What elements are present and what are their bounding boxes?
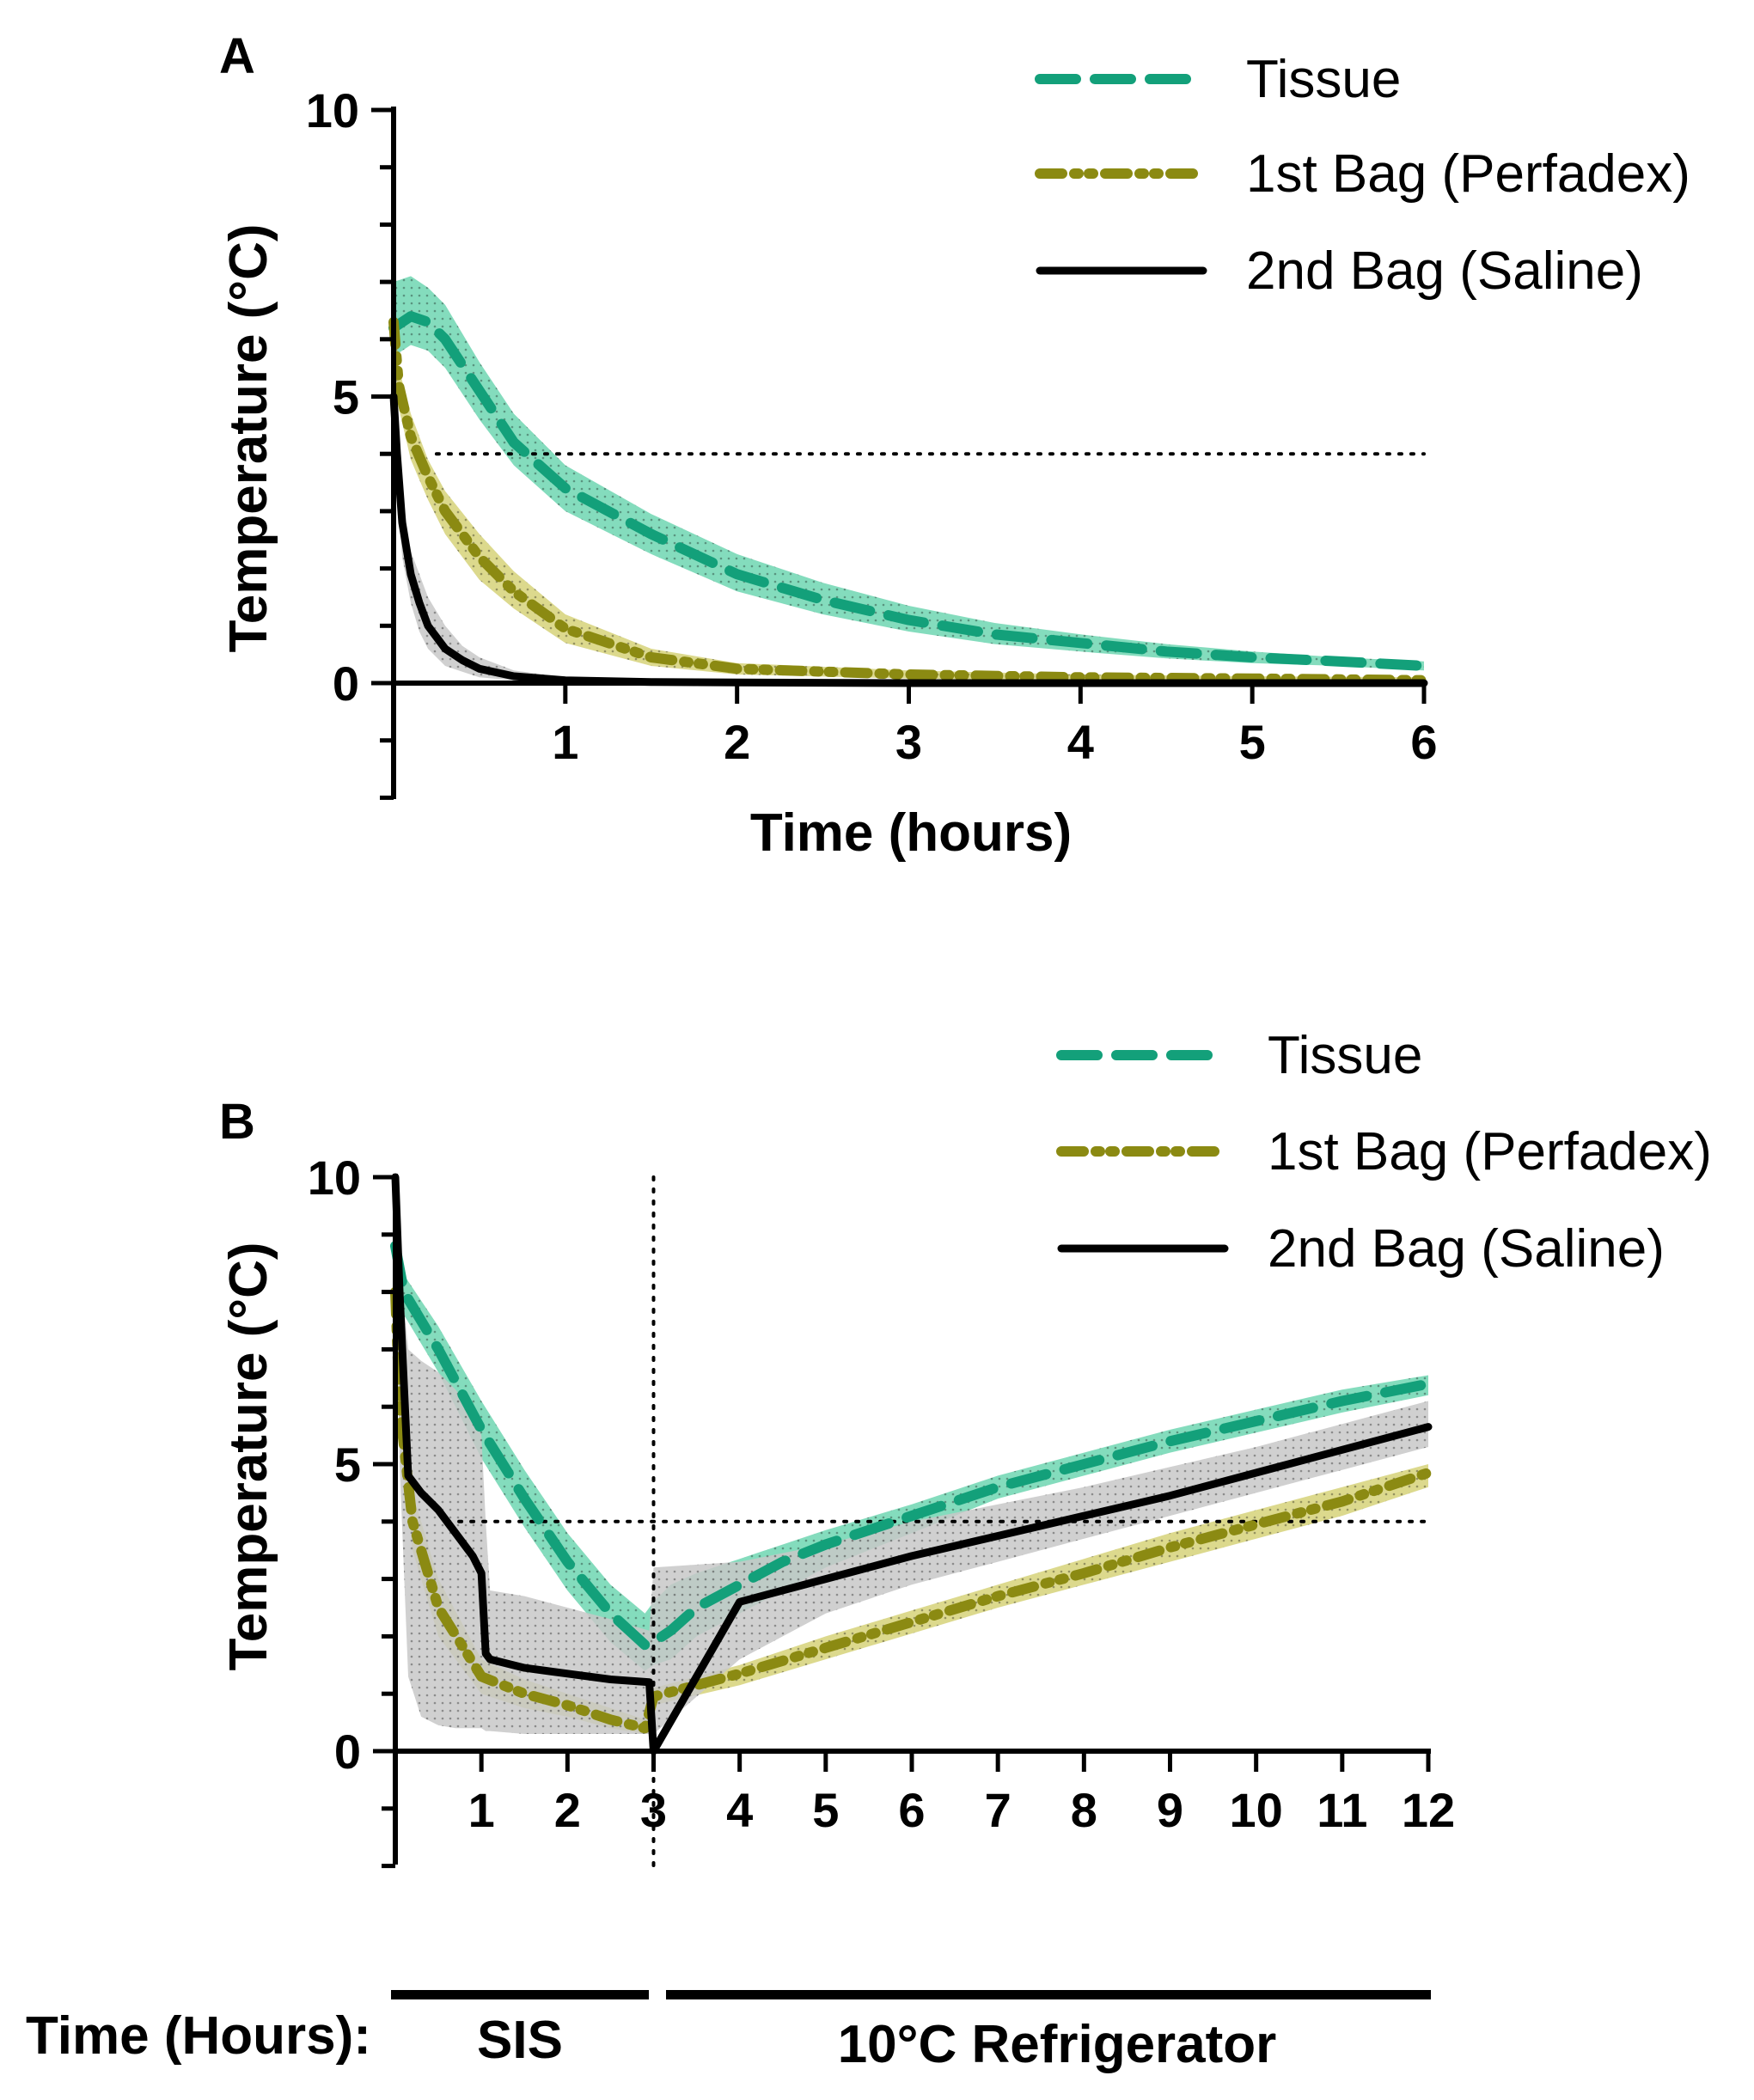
y-tick-label: 5 [333,370,359,424]
legend-label-tissue: Tissue [1268,1026,1422,1085]
y-tick-label: 10 [308,1151,361,1205]
series-line-perfadex [388,316,1429,686]
y-axis-title-b: Temperature (°C) [219,1242,278,1670]
timeline-bar-refrigerator [666,1990,1431,1999]
band-saline [394,368,1424,683]
timeline-bar-sis [391,1990,649,1999]
x-tick-label: 12 [1402,1783,1455,1837]
x-tick-label: 2 [724,715,750,769]
x-tick-label: 6 [898,1783,925,1837]
x-tick-label: 4 [726,1783,753,1837]
legend-label-tissue: Tissue [1246,50,1401,109]
series-line-tissue [390,1241,1433,1651]
x-tick-label: 1 [468,1783,495,1837]
x-axis-title-a: Time (hours) [750,803,1072,863]
x-tick-label: 2 [554,1783,581,1837]
legend-b: Tissue 1st Bag (Perfadex) 2nd Bag (Saline) [1056,1026,1712,1279]
series-line-saline [391,1173,1433,1755]
y-tick-label: 0 [333,656,359,711]
y-tick-label: 5 [334,1438,361,1492]
legend-label-saline: 2nd Bag (Saline) [1246,241,1643,301]
panel-label-a: A [219,28,255,84]
x-tick-label: 4 [1067,715,1094,769]
x-tick-label: 3 [640,1783,667,1837]
axes-a [371,107,1427,800]
series-lines-b [390,1173,1433,1755]
x-tick-label: 11 [1317,1783,1367,1837]
legend-label-saline: 2nd Bag (Saline) [1268,1219,1665,1279]
y-tick-labels-b: 0 5 10 [308,1151,361,1779]
y-tick-labels-a: 0 5 10 [306,83,359,711]
band-texture-saline [394,368,1424,683]
timeline-footer: Time (Hours): SIS 10°C Refrigerator [26,1990,1431,2074]
x-tick-label: 8 [1071,1783,1097,1837]
timeline-row-label: Time (Hours): [26,2006,371,2066]
x-tick-label: 3 [895,715,922,769]
x-tick-label: 10 [1230,1783,1283,1837]
band-texture-saline [395,1177,1428,1734]
x-tick-label: 6 [1410,715,1437,769]
x-tick-label: 7 [985,1783,1011,1837]
y-tick-label: 10 [306,83,359,137]
axes-b [373,1174,1431,1869]
y-tick-label: 0 [334,1725,361,1779]
timeline-phase-refrigerator: 10°C Refrigerator [838,2015,1277,2074]
x-tick-label: 5 [812,1783,839,1837]
series-line-saline [389,393,1428,687]
confidence-bands-b [395,1177,1428,1734]
legend-label-perfadex: 1st Bag (Perfadex) [1246,144,1690,204]
x-tick-labels-b: 1 2 3 4 5 6 7 8 9 10 11 12 [468,1783,1456,1837]
legend-label-perfadex: 1st Bag (Perfadex) [1268,1122,1712,1181]
x-tick-label: 1 [552,715,578,769]
x-tick-labels-a: 1 2 3 4 5 6 [552,715,1437,769]
legend-a: Tissue 1st Bag (Perfadex) 2nd Bag (Saline) [1035,50,1690,301]
series-line-tissue [388,311,1429,671]
y-axis-title-a: Temperature (°C) [219,223,278,652]
x-tick-label: 5 [1239,715,1266,769]
panel-a: A 1 2 3 4 5 6 0 5 10 Time (hours) Temperature (… [219,28,1690,863]
x-tick-label: 9 [1157,1783,1183,1837]
timeline-phase-sis: SIS [477,2011,563,2070]
panel-label-b: B [219,1094,255,1150]
